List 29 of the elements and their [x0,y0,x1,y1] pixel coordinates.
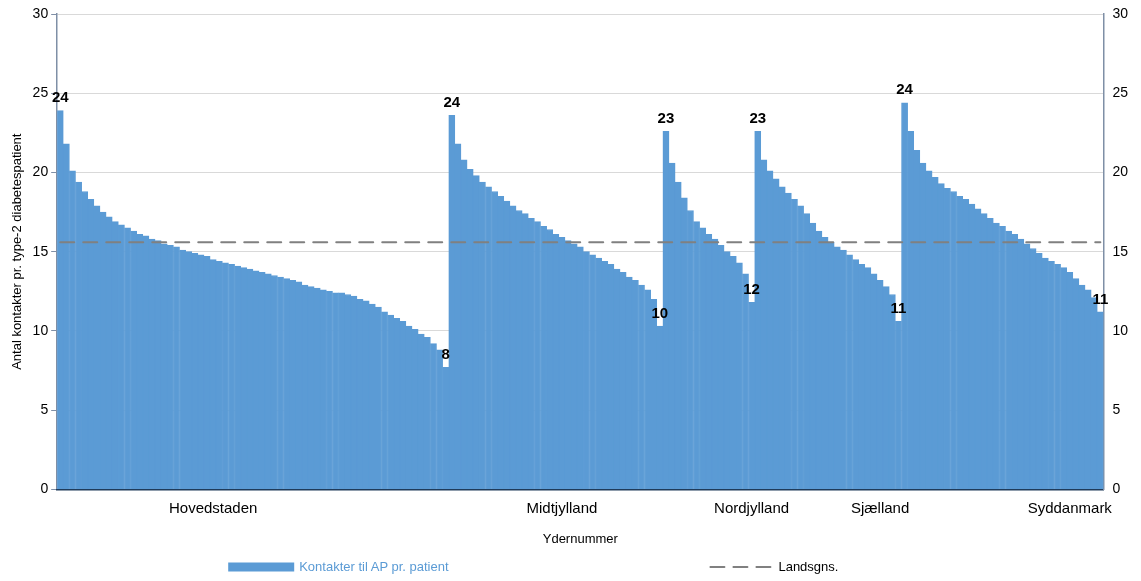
legend-label: Landsgns. [778,558,839,574]
data-label: 23 [749,108,767,126]
y2-tick-label: 30 [1112,4,1129,21]
data-label: 23 [657,108,675,126]
y2-tick-label: 15 [1112,242,1129,259]
x-tick-label: Nordjylland [714,498,790,516]
y-axis-title: Antal kontakter pr. type-2 diabetespatient [9,133,25,370]
x-axis-title: Ydernummer [542,530,619,546]
y-tick-label: 15 [32,242,49,259]
y2-tick-label: 20 [1112,163,1129,180]
data-label: 11 [1092,289,1109,307]
y2-tick-label: 10 [1112,321,1129,338]
data-label: 24 [51,88,70,106]
text: Kontakter til AP pr. patient [299,558,449,574]
data-label: 24 [896,80,914,98]
y2-tick-label: 0 [1112,480,1121,497]
x-tick-label: Sjælland [850,498,910,516]
y-tick-label: 5 [40,401,49,418]
x-tick-label: Syddanmark [1027,498,1113,516]
y-tick-label: 25 [32,84,49,101]
y2-tick-label: 5 [1112,401,1121,418]
y-tick-label: 0 [40,480,49,497]
y2-tick-label: 25 [1112,84,1129,101]
y-tick-label: 20 [32,163,49,180]
y-tick-label: 30 [32,4,49,21]
y-tick-label: 10 [32,321,49,338]
data-label: 24 [443,93,461,111]
x-tick-label: Midtjylland [526,498,598,516]
x-tick-label: Hovedstaden [168,498,258,516]
